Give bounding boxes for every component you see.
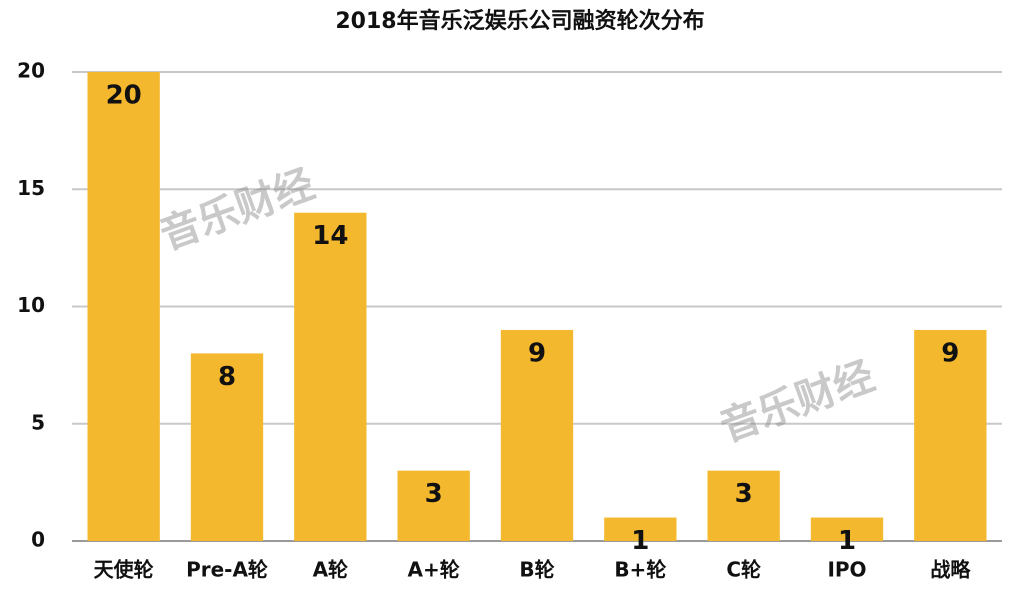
value-label: 14 bbox=[312, 221, 348, 251]
value-label: 9 bbox=[941, 338, 959, 368]
x-tick-label: B+轮 bbox=[614, 558, 666, 582]
plot-area: 05101520天使轮20Pre-A轮8A轮14A+轮3B轮9B+轮1C轮3IP… bbox=[17, 59, 1002, 582]
value-label: 8 bbox=[218, 362, 236, 392]
y-tick-label: 20 bbox=[17, 59, 45, 83]
x-tick-label: 战略 bbox=[930, 558, 971, 582]
bar bbox=[294, 212, 367, 541]
bar bbox=[914, 329, 987, 541]
x-tick-label: IPO bbox=[827, 558, 866, 582]
value-label: 3 bbox=[735, 479, 753, 509]
watermark: 音乐财经 bbox=[714, 353, 880, 451]
y-tick-label: 0 bbox=[31, 528, 45, 552]
bar bbox=[810, 517, 884, 541]
bar bbox=[707, 470, 780, 541]
value-label: 3 bbox=[425, 479, 443, 509]
x-tick-label: B轮 bbox=[519, 558, 554, 582]
x-tick-label: A+轮 bbox=[408, 558, 460, 582]
bar bbox=[604, 517, 677, 541]
y-tick-label: 15 bbox=[17, 176, 45, 200]
x-tick-label: A轮 bbox=[313, 558, 348, 582]
value-label: 1 bbox=[631, 526, 649, 556]
bar bbox=[87, 72, 160, 541]
y-tick-label: 5 bbox=[31, 410, 45, 434]
value-label: 9 bbox=[528, 338, 546, 368]
bar bbox=[500, 329, 574, 541]
chart-title: 2018年音乐泛娱乐公司融资轮次分布 bbox=[335, 8, 704, 34]
value-label: 1 bbox=[838, 526, 856, 556]
bar bbox=[397, 470, 470, 541]
x-tick-label: C轮 bbox=[726, 558, 761, 582]
x-tick-label: 天使轮 bbox=[94, 558, 154, 582]
y-tick-label: 10 bbox=[17, 293, 45, 317]
bar bbox=[190, 353, 264, 541]
x-tick-label: Pre-A轮 bbox=[186, 558, 268, 582]
value-label: 20 bbox=[106, 81, 142, 111]
